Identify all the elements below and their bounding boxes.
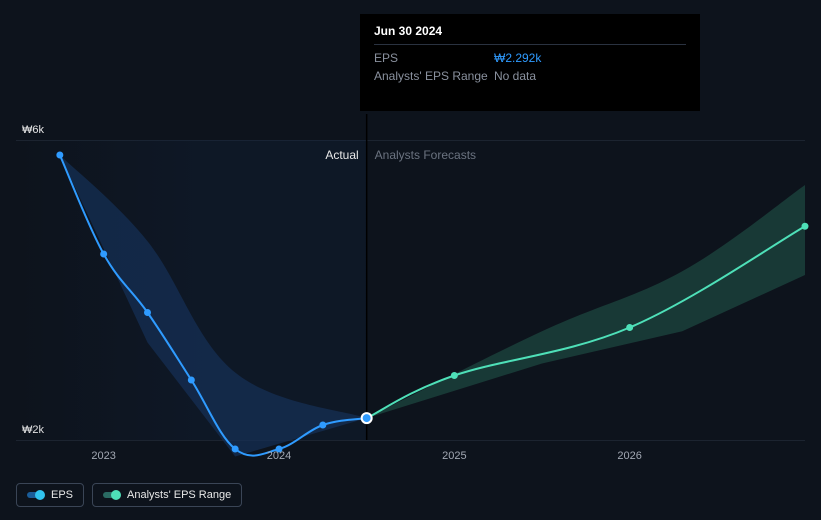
tooltip-key: EPS [374,49,494,67]
tooltip-row: Analysts' EPS RangeNo data [374,67,686,85]
tooltip-date: Jun 30 2024 [374,24,686,45]
x-tick-label: 2026 [617,450,641,462]
legend: EPS Analysts' EPS Range [16,483,242,507]
legend-swatch [103,492,119,498]
tooltip-value: No data [494,67,536,85]
x-tick-label: 2023 [91,450,115,462]
tooltip-row: EPS₩2.292k [374,49,686,67]
legend-item[interactable]: Analysts' EPS Range [92,483,242,507]
legend-swatch [27,492,43,498]
actual-section-label: Actual [325,148,358,162]
legend-label: Analysts' EPS Range [127,489,231,501]
gridline [16,440,805,441]
forecast-section-label: Analysts Forecasts [375,148,476,162]
chart-plot[interactable] [16,140,805,440]
legend-label: EPS [51,489,73,501]
chart-container: ₩6k ₩2k Actual Analysts Forecasts 202320… [0,0,821,440]
x-tick-label: 2025 [442,450,466,462]
tooltip-key: Analysts' EPS Range [374,67,494,85]
tooltip-value: ₩2.292k [494,49,541,67]
x-tick-label: 2024 [267,450,291,462]
tooltip: Jun 30 2024 EPS₩2.292kAnalysts' EPS Rang… [360,14,700,111]
legend-item[interactable]: EPS [16,483,84,507]
y-tick-label: ₩6k [22,124,44,136]
